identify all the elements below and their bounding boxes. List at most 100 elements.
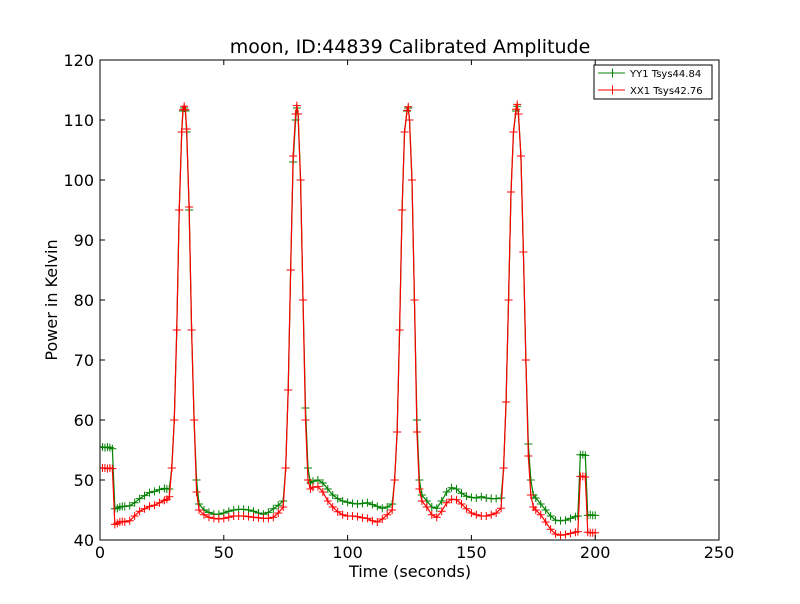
data-point-marker xyxy=(531,494,540,502)
data-point-marker xyxy=(417,497,426,505)
data-point-marker xyxy=(190,416,199,424)
data-point-marker xyxy=(383,503,392,511)
data-point-marker xyxy=(373,518,382,526)
data-point-marker xyxy=(432,504,441,513)
data-point-marker xyxy=(566,514,575,523)
data-point-marker xyxy=(187,326,196,334)
data-point-marker xyxy=(135,507,144,516)
data-point-marker xyxy=(348,499,357,508)
data-point-marker xyxy=(492,509,501,517)
x-axis-label: Time (seconds) xyxy=(348,562,471,581)
x-tick-label: 250 xyxy=(704,543,735,562)
data-point-marker xyxy=(296,176,305,184)
data-point-marker xyxy=(410,296,419,304)
y-tick-label: 110 xyxy=(63,111,94,130)
data-point-marker xyxy=(204,513,213,522)
data-point-marker xyxy=(301,416,310,424)
data-point-marker xyxy=(536,510,545,519)
data-point-marker xyxy=(566,529,575,538)
y-tick-label: 90 xyxy=(74,231,94,250)
data-point-marker xyxy=(125,516,134,525)
data-point-marker xyxy=(170,416,179,424)
data-point-marker xyxy=(457,489,466,498)
data-point-marker xyxy=(182,125,191,133)
data-point-marker xyxy=(524,452,533,460)
y-tick-label: 80 xyxy=(74,291,94,310)
data-point-marker xyxy=(358,513,367,522)
data-point-marker xyxy=(457,500,466,508)
data-point-marker xyxy=(294,110,303,118)
series-xx1 xyxy=(100,100,600,540)
data-point-marker xyxy=(442,488,451,496)
data-point-marker xyxy=(328,503,337,511)
data-point-marker xyxy=(531,506,540,514)
data-point-marker xyxy=(393,428,402,436)
data-point-marker xyxy=(145,488,154,497)
data-point-marker xyxy=(140,504,149,513)
data-point-marker xyxy=(404,102,413,111)
data-point-marker xyxy=(513,100,522,109)
legend: YY1 Tsys44.84 XX1 Tsys42.76 xyxy=(593,64,713,100)
data-point-marker xyxy=(155,485,164,494)
data-point-marker xyxy=(467,509,476,517)
x-tick-label: 0 xyxy=(95,543,105,562)
data-point-marker xyxy=(412,428,421,436)
data-point-marker xyxy=(328,491,337,499)
y-tick-label: 60 xyxy=(74,411,94,430)
plot-area: 0 50 100 150 200 250 40 50 60 70 80 90 100 110 120 xyxy=(63,51,734,562)
data-point-marker xyxy=(427,510,436,519)
data-point-marker xyxy=(108,464,117,473)
data-point-marker xyxy=(499,464,508,472)
data-point-marker xyxy=(155,498,164,507)
data-point-marker xyxy=(343,498,352,507)
data-point-marker xyxy=(519,248,528,256)
data-point-marker xyxy=(400,128,409,136)
data-point-marker xyxy=(181,105,190,114)
data-point-marker xyxy=(514,110,523,118)
y-axis-label: Power in Kelvin xyxy=(42,239,61,360)
data-point-marker xyxy=(130,512,139,520)
data-point-marker xyxy=(274,509,283,517)
data-point-marker xyxy=(556,531,565,540)
data-point-marker xyxy=(526,476,535,484)
data-point-marker xyxy=(165,492,174,501)
data-point-marker xyxy=(581,473,590,481)
data-point-marker xyxy=(145,502,154,511)
x-tick-label: 200 xyxy=(580,543,611,562)
data-point-marker xyxy=(120,518,129,526)
data-point-marker xyxy=(472,510,481,519)
data-point-marker xyxy=(536,500,545,508)
y-tick-label: 40 xyxy=(74,531,94,550)
data-point-marker xyxy=(378,504,387,513)
data-point-marker xyxy=(403,106,412,115)
data-point-marker xyxy=(195,506,204,514)
data-point-marker xyxy=(338,510,347,519)
data-point-marker xyxy=(546,512,555,520)
data-point-marker xyxy=(521,356,530,364)
data-point-marker xyxy=(180,102,189,111)
data-point-marker xyxy=(323,497,332,505)
data-point-marker xyxy=(541,518,550,526)
data-point-marker xyxy=(299,296,308,304)
data-point-marker xyxy=(363,514,372,523)
legend-marker-xx1 xyxy=(608,85,617,95)
data-point-marker xyxy=(108,444,117,453)
data-point-marker xyxy=(415,485,424,493)
data-point-marker xyxy=(561,530,570,539)
data-point-marker xyxy=(150,501,159,510)
data-point-marker xyxy=(467,493,476,502)
data-point-marker xyxy=(125,501,134,510)
data-point-marker xyxy=(556,516,565,525)
x-tick-label: 50 xyxy=(214,543,234,562)
data-point-marker xyxy=(447,483,456,492)
chart-title: moon, ID:44839 Calibrated Amplitude xyxy=(230,36,591,58)
data-point-marker xyxy=(333,494,342,503)
data-point-marker xyxy=(482,512,491,520)
data-point-marker xyxy=(462,492,471,501)
data-point-marker xyxy=(289,152,298,160)
data-point-marker xyxy=(140,491,149,500)
data-point-marker xyxy=(177,128,186,136)
data-point-marker xyxy=(432,513,441,522)
legend-box xyxy=(593,64,713,100)
